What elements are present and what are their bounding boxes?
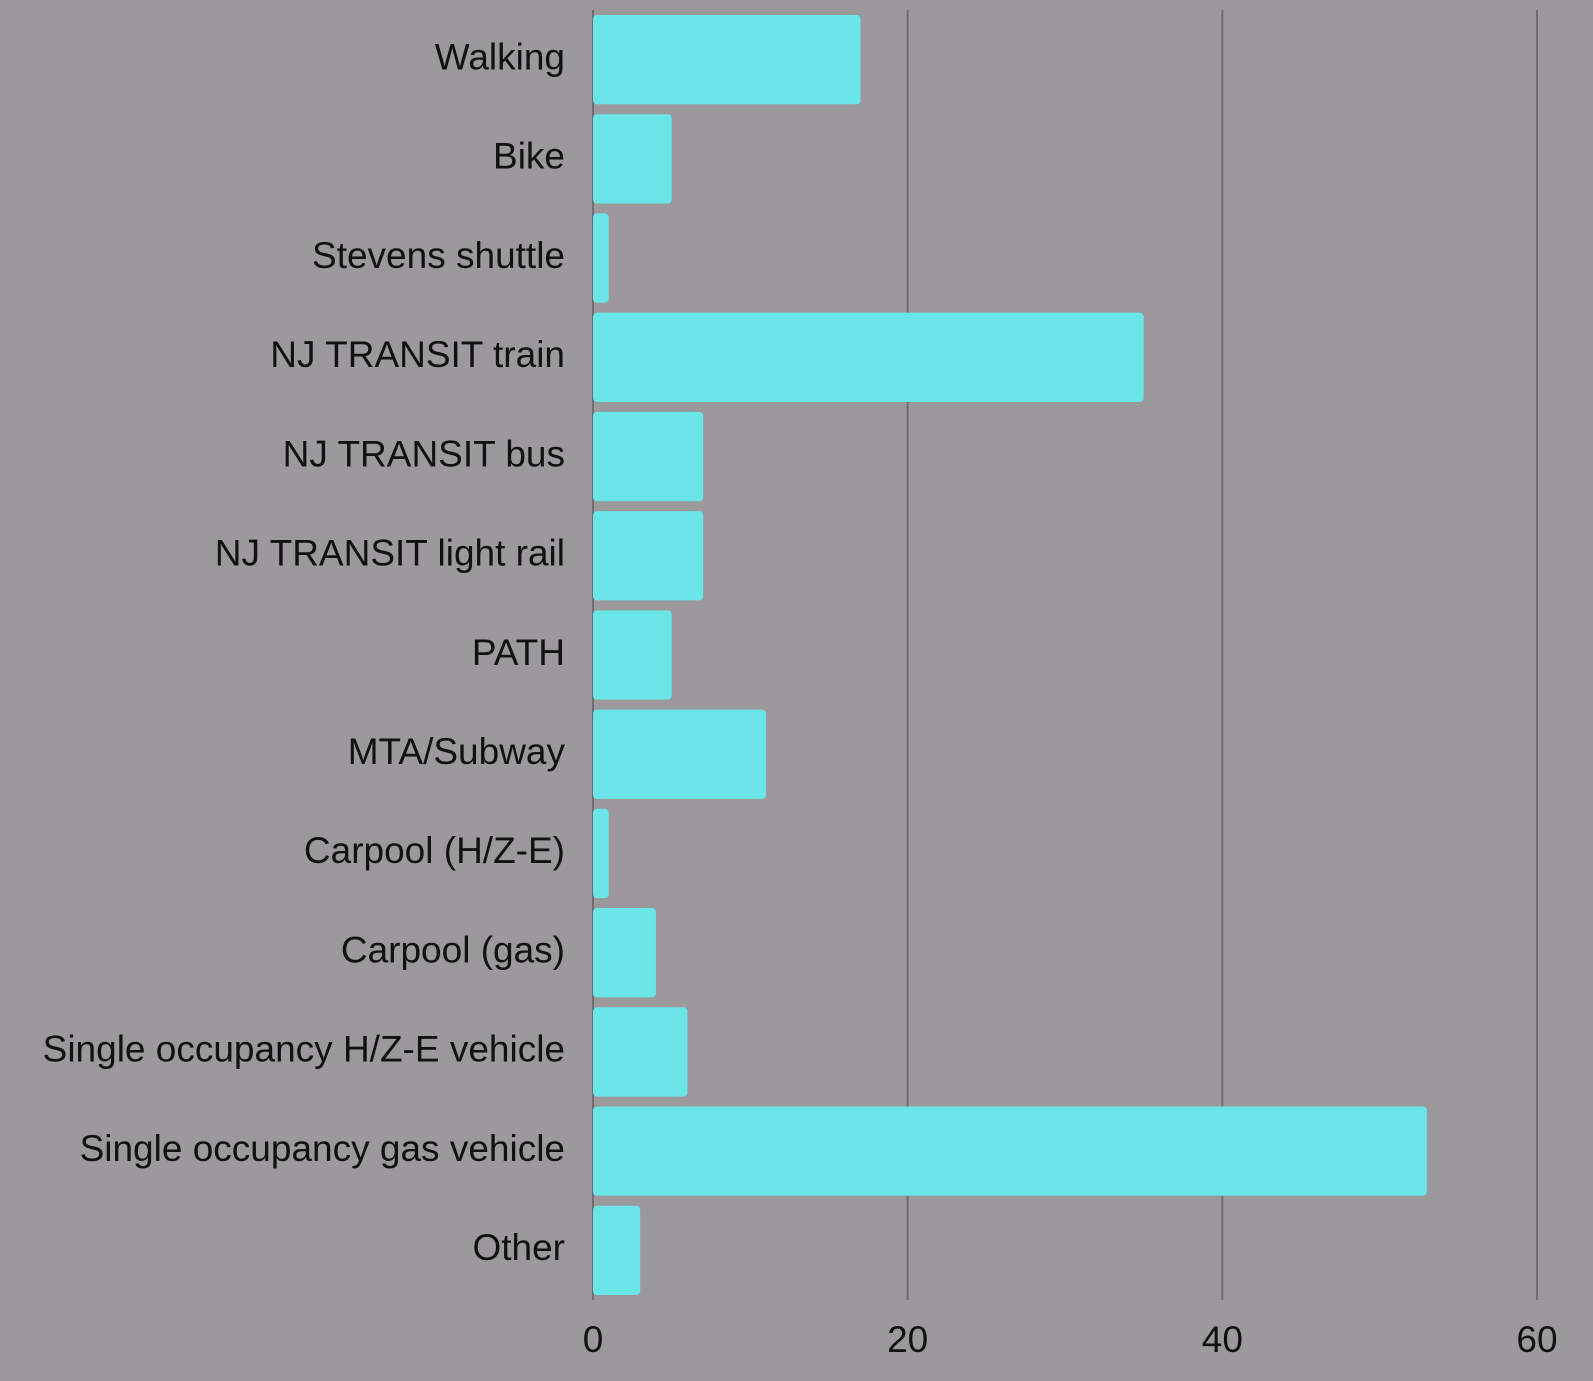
x-tick-label: 60 <box>1516 1319 1557 1360</box>
y-tick-label: NJ TRANSIT train <box>270 334 565 375</box>
y-tick-label: Walking <box>435 36 565 77</box>
bar <box>593 511 704 601</box>
bar <box>593 114 672 204</box>
y-tick-label: Single occupancy H/Z-E vehicle <box>43 1029 565 1070</box>
x-tick-label: 0 <box>583 1319 604 1360</box>
y-tick-label: NJ TRANSIT light rail <box>215 533 565 574</box>
bar <box>593 312 1144 402</box>
bar <box>593 709 767 799</box>
y-tick-label: PATH <box>472 632 565 673</box>
bar <box>593 1205 641 1296</box>
y-tick-label: Carpool (H/Z-E) <box>304 830 565 871</box>
bar <box>593 610 672 700</box>
y-tick-label: NJ TRANSIT bus <box>283 433 565 474</box>
x-tick-label: 40 <box>1202 1319 1243 1360</box>
bar <box>593 1106 1427 1196</box>
x-tick-label: 20 <box>887 1319 928 1360</box>
bar <box>593 808 609 899</box>
bar <box>593 1007 688 1097</box>
bar <box>593 213 609 303</box>
bar <box>593 411 704 502</box>
y-tick-label: Other <box>472 1227 565 1268</box>
y-tick-label: Stevens shuttle <box>312 235 565 276</box>
y-tick-label: Bike <box>493 136 565 177</box>
bar <box>593 908 656 998</box>
bar <box>593 14 861 105</box>
y-tick-label: Single occupancy gas vehicle <box>80 1128 565 1169</box>
y-tick-label: MTA/Subway <box>348 731 566 772</box>
y-tick-label: Carpool (gas) <box>341 929 565 970</box>
